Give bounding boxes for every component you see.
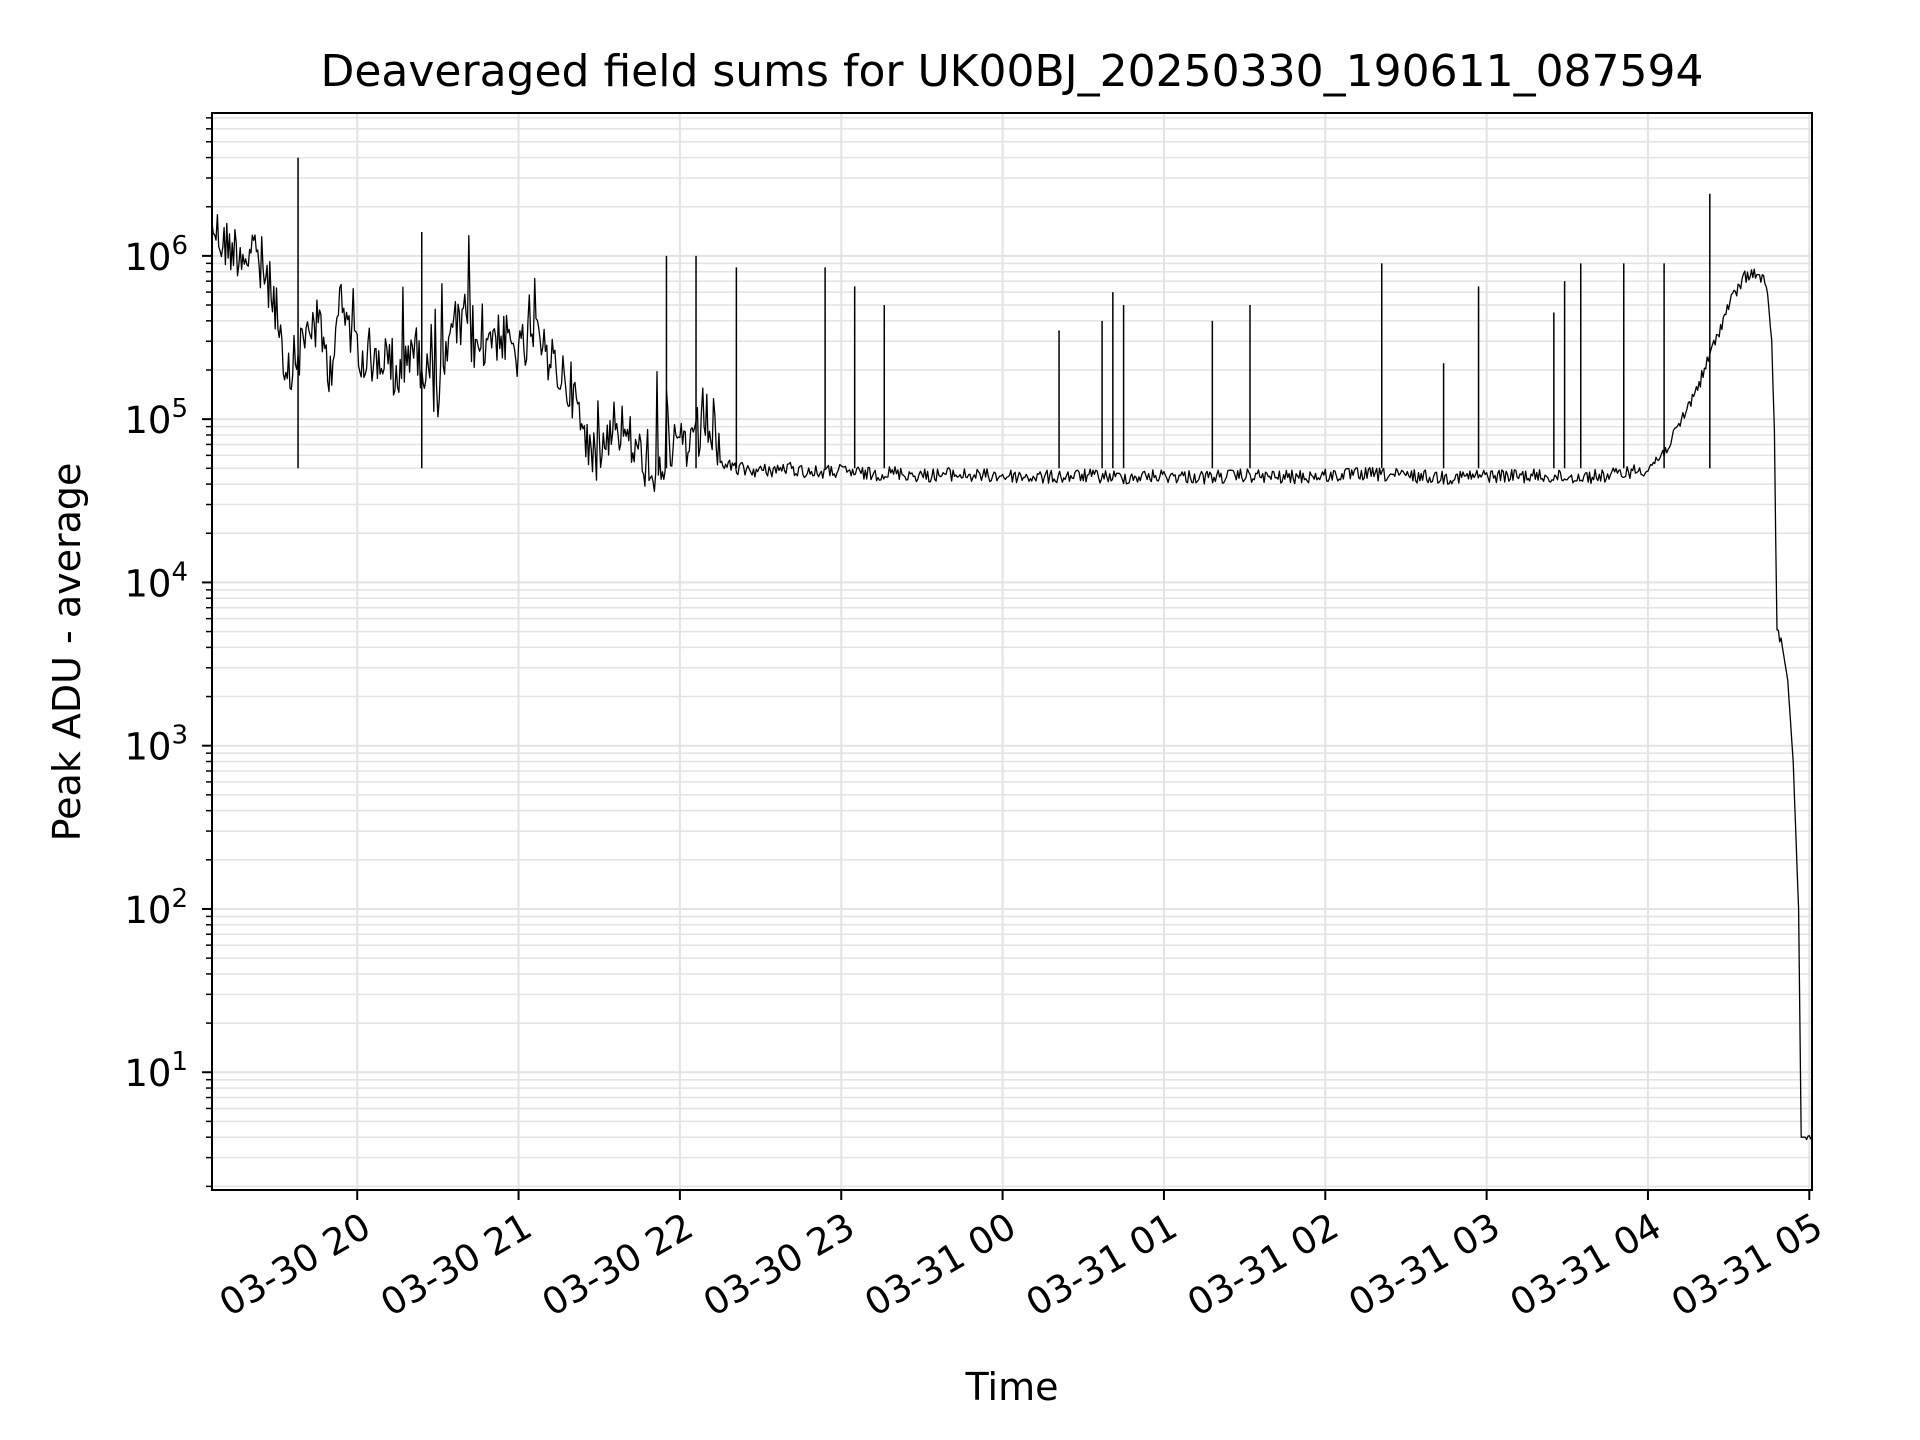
y-tick-label: 102	[124, 884, 188, 932]
y-tick-label: 101	[124, 1047, 188, 1095]
chart-title: Deaveraged field sums for UK00BJ_2025033…	[320, 46, 1703, 97]
grid	[212, 113, 1812, 1190]
plot-frame	[211, 112, 1813, 1191]
series-line	[211, 214, 1813, 1141]
series-layer	[211, 157, 1813, 1141]
y-axis-label: Peak ADU - average	[45, 463, 89, 842]
y-tick-label: 106	[124, 231, 188, 279]
x-axis-label: Time	[965, 1365, 1059, 1409]
y-tick-label: 104	[124, 557, 188, 605]
y-tick-label: 105	[124, 394, 188, 442]
y-tick-label: 103	[124, 721, 188, 769]
